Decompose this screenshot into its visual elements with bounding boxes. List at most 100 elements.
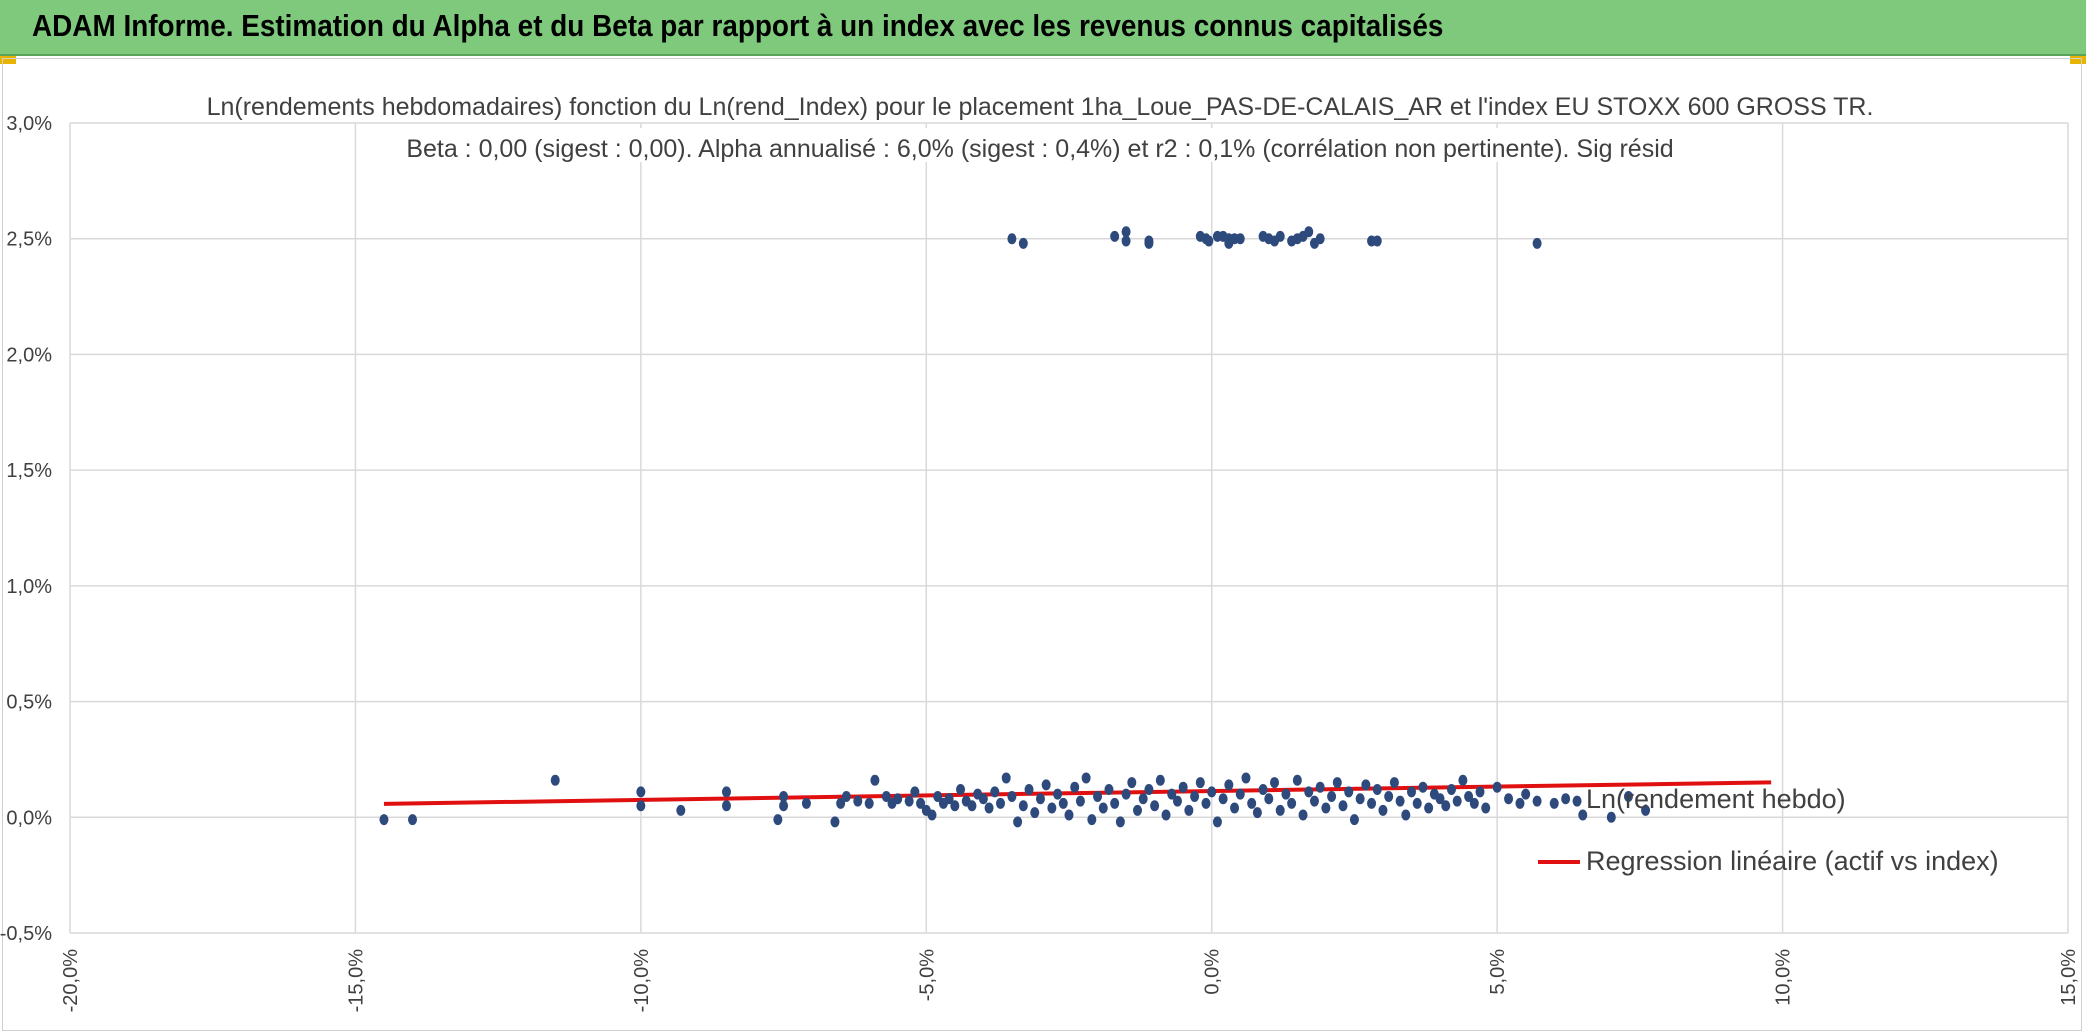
data-point (1247, 797, 1257, 809)
data-point (1458, 774, 1468, 786)
data-point (1053, 788, 1063, 800)
chart-subtitle: Beta : 0,00 (sigest : 0,00). Alpha annua… (406, 135, 1673, 163)
data-point (1281, 788, 1291, 800)
data-point (944, 793, 954, 805)
data-point (1344, 786, 1354, 798)
data-point (1412, 797, 1422, 809)
data-point (1270, 777, 1280, 789)
data-point (1532, 795, 1542, 807)
data-point (1298, 809, 1308, 821)
data-point (1384, 790, 1394, 802)
data-point (1121, 788, 1131, 800)
data-point (836, 797, 846, 809)
data-point (1001, 772, 1011, 784)
x-tick-label: 15,0% (2058, 949, 2080, 1006)
data-point (1572, 795, 1582, 807)
data-point (676, 804, 686, 816)
data-point (1275, 804, 1285, 816)
data-point (1144, 784, 1154, 796)
data-point (801, 797, 811, 809)
data-point (984, 802, 994, 814)
data-point (1007, 790, 1017, 802)
y-tick-label: 2,5% (6, 229, 52, 251)
data-point (1201, 797, 1211, 809)
data-point (1127, 777, 1137, 789)
data-point (1047, 802, 1057, 814)
data-point (1515, 797, 1525, 809)
data-point (1532, 237, 1542, 249)
data-point (1264, 793, 1274, 805)
data-point (1024, 784, 1034, 796)
data-point (408, 814, 418, 826)
data-point (1435, 793, 1445, 805)
legend-label-scatter: Ln(rendement hebdo) (1586, 784, 1846, 814)
data-point (1424, 802, 1434, 814)
data-point (1224, 779, 1234, 791)
y-tick-label: -0,5% (0, 923, 52, 945)
data-point (1241, 772, 1251, 784)
data-point (550, 774, 560, 786)
data-point (1161, 809, 1171, 821)
data-point (1549, 797, 1559, 809)
y-tick-label: 0,5% (6, 692, 52, 714)
data-point (956, 784, 966, 796)
data-point (1378, 804, 1388, 816)
data-point (1212, 816, 1222, 828)
data-point (1304, 786, 1314, 798)
x-tick-label: -5,0% (916, 949, 938, 1001)
data-point (1315, 781, 1325, 793)
data-point (1578, 809, 1588, 821)
data-point (904, 795, 914, 807)
subtitle-background (400, 128, 1690, 162)
data-point (1561, 793, 1571, 805)
data-point (933, 790, 943, 802)
data-point (1287, 797, 1297, 809)
regression-line-layer (383, 780, 1772, 806)
data-point (950, 800, 960, 812)
data-point (1504, 793, 1514, 805)
data-point (773, 814, 783, 826)
data-point (1235, 788, 1245, 800)
data-point (1218, 793, 1228, 805)
x-axis-ticks: -20,0% -15,0% -10,0% -5,0% 0,0% 5,0% 10,0% 15,0… (60, 949, 2080, 1013)
data-point (1081, 772, 1091, 784)
data-point (870, 774, 880, 786)
data-point (1058, 797, 1068, 809)
data-point (1338, 800, 1348, 812)
data-point (1349, 814, 1359, 826)
data-point (1464, 790, 1474, 802)
data-point (721, 786, 731, 798)
data-point (1133, 804, 1143, 816)
data-point (1446, 784, 1456, 796)
data-point (779, 800, 789, 812)
data-point (1606, 811, 1616, 823)
data-point (1481, 802, 1491, 814)
data-point (1018, 800, 1028, 812)
data-point (1138, 793, 1148, 805)
corner-marker-top-left (0, 56, 16, 64)
data-point (1204, 235, 1214, 247)
data-point (1361, 779, 1371, 791)
data-point (927, 809, 937, 821)
data-point (1469, 797, 1479, 809)
data-point (1452, 795, 1462, 807)
data-point (1121, 235, 1131, 247)
header-banner: ADAM Informe. Estimation du Alpha et du … (0, 0, 2086, 56)
data-point (1098, 802, 1108, 814)
data-point (1441, 800, 1451, 812)
data-point (1184, 804, 1194, 816)
data-point (1418, 781, 1428, 793)
data-point (1155, 774, 1165, 786)
data-point (1304, 226, 1314, 238)
data-point (1070, 781, 1080, 793)
data-point (1110, 797, 1120, 809)
data-point (1258, 784, 1268, 796)
data-point (1013, 816, 1023, 828)
data-point (1321, 802, 1331, 814)
data-point (1641, 804, 1651, 816)
y-axis-ticks: -0,5% 0,0% 0,5% 1,0% 1,5% 2,0% 2,5% 3,0% (0, 113, 52, 945)
data-point (1332, 777, 1342, 789)
data-point (1121, 226, 1131, 238)
x-tick-label: 10,0% (1773, 949, 1795, 1006)
x-tick-label: -20,0% (60, 949, 82, 1013)
